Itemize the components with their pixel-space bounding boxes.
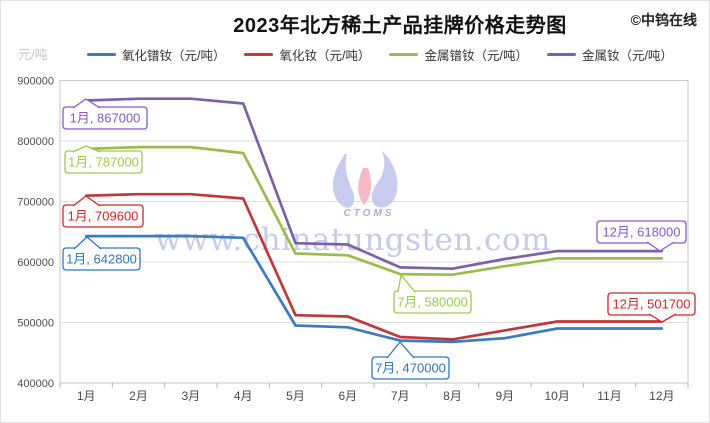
annotation-box bbox=[393, 290, 472, 314]
annotation-box bbox=[596, 220, 687, 244]
x-axis-label: 6月 bbox=[338, 389, 357, 403]
annotation-pointer bbox=[648, 313, 677, 323]
annotation-label: 1月, 642800 bbox=[66, 252, 137, 267]
x-axis-label: 9月 bbox=[495, 389, 514, 403]
legend-item-metal-prnd: 金属镨钕（元/吨） bbox=[389, 45, 528, 64]
annotation-box bbox=[62, 204, 144, 228]
annotation-label: 7月, 470000 bbox=[375, 361, 446, 376]
annotation-label: 12月, 501700 bbox=[612, 297, 690, 312]
annotation-box bbox=[62, 247, 141, 271]
legend-label: 金属镨钕（元/吨） bbox=[424, 49, 528, 63]
x-axis-label: 7月 bbox=[391, 389, 410, 403]
legend-line-swatch bbox=[389, 52, 419, 57]
x-axis-label: 5月 bbox=[286, 389, 305, 403]
series-line-3 bbox=[84, 97, 664, 271]
y-axis-label: 600000 bbox=[17, 257, 54, 269]
series-line-2 bbox=[84, 145, 664, 277]
x-axis-label: 2月 bbox=[129, 389, 148, 403]
legend-item-metal-nd: 金属钕（元/吨） bbox=[546, 45, 673, 64]
watermark-logo-petal bbox=[371, 151, 398, 208]
annotation-label: 7月, 580000 bbox=[397, 295, 468, 310]
y-axis-label: 900000 bbox=[17, 76, 54, 88]
x-axis-label: 8月 bbox=[443, 389, 462, 403]
copyright-label: ©中钨在线 bbox=[630, 12, 697, 28]
series-line-0 bbox=[84, 234, 664, 344]
annotation-pointer bbox=[646, 241, 675, 252]
y-axis-label: 500000 bbox=[17, 318, 54, 330]
annotation-box bbox=[62, 106, 148, 130]
y-axis-label: 700000 bbox=[17, 197, 54, 209]
x-axis-label: 4月 bbox=[234, 389, 253, 403]
x-axis-label: 11月 bbox=[597, 389, 621, 403]
annotation-pointer bbox=[397, 274, 416, 293]
watermark-text: www.chinatungsten.com bbox=[155, 222, 551, 258]
annotation-pointer bbox=[72, 145, 101, 153]
x-axis-label: 1月 bbox=[77, 389, 96, 403]
watermark-logo-caption: CTOMS bbox=[344, 208, 395, 219]
legend-line-swatch bbox=[244, 52, 274, 57]
legend-line-swatch bbox=[546, 52, 576, 57]
annotation-pointer bbox=[72, 98, 101, 109]
annotation-box bbox=[64, 150, 143, 174]
y-axis-label: 400000 bbox=[17, 378, 54, 390]
annotation-label: 12月, 618000 bbox=[602, 225, 680, 240]
x-axis-label: 3月 bbox=[181, 389, 200, 403]
y-axis-unit-label: 元/吨 bbox=[18, 47, 48, 62]
annotation-pointer bbox=[73, 236, 102, 250]
x-axis-label: 10月 bbox=[544, 389, 569, 403]
chart-legend: 氧化镨钕（元/吨） 氧化钕（元/吨） 金属镨钕（元/吨） 金属钕（元/吨） bbox=[87, 45, 673, 64]
watermark-logo-petal bbox=[332, 154, 355, 208]
annotation-pointer bbox=[72, 195, 101, 207]
legend-label: 氧化钕（元/吨） bbox=[279, 49, 371, 63]
x-axis-label: 12月 bbox=[649, 389, 674, 403]
legend-item-oxide-prnd: 氧化镨钕（元/吨） bbox=[87, 45, 225, 64]
annotation-label: 1月, 787000 bbox=[68, 155, 139, 170]
annotation-label: 1月, 709600 bbox=[68, 209, 139, 224]
legend-line-swatch bbox=[87, 52, 116, 57]
annotation-label: 1月, 867000 bbox=[70, 111, 141, 126]
legend-label: 金属钕（元/吨） bbox=[581, 49, 673, 63]
y-axis-label: 800000 bbox=[17, 136, 54, 148]
annotation-pointer bbox=[386, 341, 415, 359]
watermark-logo-pink bbox=[358, 168, 372, 205]
series-line-1 bbox=[84, 192, 664, 341]
legend-item-oxide-nd: 氧化钕（元/吨） bbox=[244, 45, 370, 64]
page-title: 2023年北方稀土产品挂牌价格走势图 bbox=[233, 15, 567, 37]
legend-label: 氧化镨钕（元/吨） bbox=[122, 49, 226, 63]
